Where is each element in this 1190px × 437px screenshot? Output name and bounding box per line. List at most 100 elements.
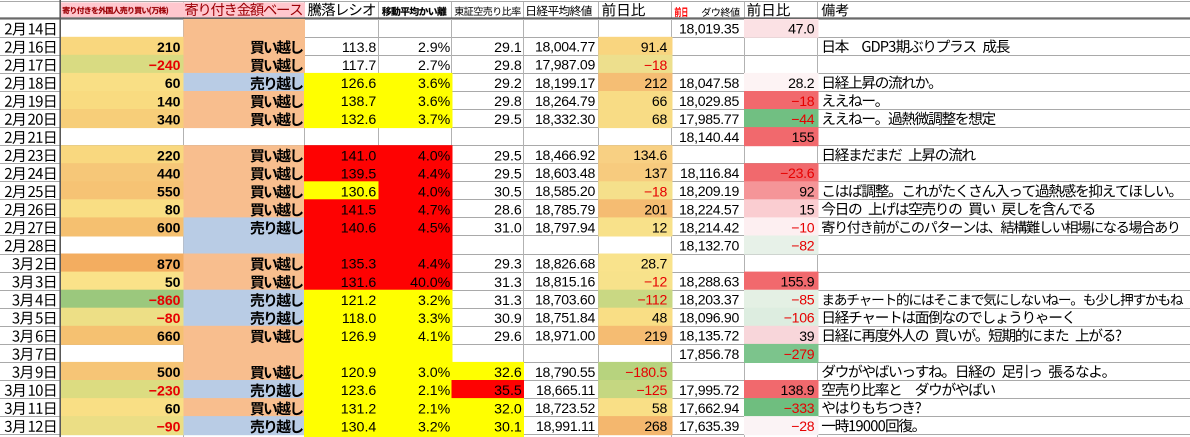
svg-text:18,140.44: 18,140.44 [679, 129, 739, 145]
svg-text:28.6: 28.6 [494, 203, 522, 219]
svg-text:91.4: 91.4 [641, 39, 668, 55]
svg-text:29.1: 29.1 [494, 40, 522, 56]
svg-text:−860: −860 [149, 292, 181, 308]
svg-text:−125: −125 [636, 382, 667, 398]
svg-text:18,288.63: 18,288.63 [679, 274, 739, 290]
svg-text:121.2: 121.2 [341, 293, 377, 309]
svg-text:18,797.94: 18,797.94 [535, 219, 595, 235]
svg-text:29.5: 29.5 [494, 112, 522, 128]
svg-text:40.0%: 40.0% [410, 275, 451, 291]
svg-text:660: 660 [157, 328, 181, 344]
svg-text:18,665.11: 18,665.11 [536, 382, 595, 398]
svg-text:18,703.60: 18,703.60 [535, 292, 595, 308]
svg-text:18,264.79: 18,264.79 [535, 93, 595, 109]
svg-text:−230: −230 [149, 382, 181, 398]
svg-text:113.8: 113.8 [342, 40, 377, 56]
svg-text:550: 550 [157, 184, 181, 200]
svg-text:50: 50 [165, 274, 181, 290]
svg-text:−28: −28 [791, 418, 814, 434]
svg-text:60: 60 [165, 400, 181, 416]
svg-text:131.2: 131.2 [341, 401, 377, 417]
svg-text:18,603.48: 18,603.48 [535, 165, 595, 181]
svg-text:4.4%: 4.4% [418, 257, 451, 273]
svg-text:18,466.92: 18,466.92 [535, 147, 595, 163]
svg-text:3.6%: 3.6% [418, 94, 451, 110]
svg-text:68: 68 [652, 111, 668, 127]
svg-text:137: 137 [644, 165, 667, 181]
svg-text:17,635.39: 17,635.39 [679, 418, 739, 434]
svg-text:30.9: 30.9 [494, 311, 522, 327]
svg-text:120.9: 120.9 [341, 365, 377, 381]
svg-text:2.1%: 2.1% [418, 383, 451, 399]
svg-text:126.9: 126.9 [341, 329, 377, 345]
svg-text:−279: −279 [784, 346, 815, 362]
svg-text:18,029.85: 18,029.85 [679, 93, 739, 109]
svg-text:212: 212 [644, 75, 667, 91]
svg-text:2.9%: 2.9% [418, 40, 451, 56]
svg-text:2.7%: 2.7% [418, 58, 451, 74]
svg-text:18,116.84: 18,116.84 [680, 165, 739, 181]
svg-text:117.7: 117.7 [342, 58, 377, 74]
svg-text:4.7%: 4.7% [418, 203, 451, 219]
svg-text:92: 92 [799, 183, 815, 199]
svg-text:138.7: 138.7 [341, 94, 377, 110]
svg-text:18,019.35: 18,019.35 [679, 21, 739, 37]
svg-text:18,132.70: 18,132.70 [679, 237, 739, 253]
svg-text:29.8: 29.8 [494, 94, 522, 110]
svg-text:18,815.16: 18,815.16 [535, 274, 595, 290]
svg-text:18,785.79: 18,785.79 [535, 201, 595, 217]
svg-text:134.6: 134.6 [633, 147, 667, 163]
svg-text:30.1: 30.1 [494, 419, 522, 435]
svg-text:130.4: 130.4 [341, 419, 377, 435]
svg-text:18,096.90: 18,096.90 [679, 310, 739, 326]
svg-text:29.5: 29.5 [494, 148, 522, 164]
svg-text:28.2: 28.2 [788, 75, 815, 91]
svg-text:3.7%: 3.7% [418, 112, 451, 128]
svg-text:4.1%: 4.1% [418, 329, 451, 345]
svg-text:−23.6: −23.6 [780, 165, 815, 181]
svg-text:132.6: 132.6 [341, 112, 377, 128]
svg-text:141.5: 141.5 [341, 203, 377, 219]
svg-text:17,856.78: 17,856.78 [679, 346, 739, 362]
svg-text:48: 48 [652, 310, 668, 326]
svg-text:−44: −44 [791, 111, 814, 127]
svg-text:4.5%: 4.5% [418, 221, 451, 237]
svg-text:123.6: 123.6 [341, 383, 377, 399]
svg-text:17,985.77: 17,985.77 [679, 111, 739, 127]
svg-text:18,751.84: 18,751.84 [535, 310, 595, 326]
svg-text:219: 219 [644, 328, 667, 344]
svg-text:140.6: 140.6 [341, 221, 377, 237]
svg-text:31.3: 31.3 [494, 293, 522, 309]
svg-text:−112: −112 [638, 292, 668, 308]
svg-text:18,585.20: 18,585.20 [535, 183, 595, 199]
svg-text:2.1%: 2.1% [418, 401, 451, 417]
svg-text:4.4%: 4.4% [418, 166, 451, 182]
svg-text:18,224.57: 18,224.57 [679, 201, 739, 217]
svg-text:17,987.09: 17,987.09 [535, 57, 595, 73]
svg-text:440: 440 [157, 166, 181, 182]
svg-text:17,995.72: 17,995.72 [679, 382, 739, 398]
svg-text:201: 201 [644, 201, 667, 217]
svg-text:500: 500 [157, 364, 181, 380]
svg-text:18,203.37: 18,203.37 [679, 292, 739, 308]
svg-text:139.5: 139.5 [341, 166, 377, 182]
svg-text:−18: −18 [644, 183, 667, 199]
svg-text:47.0: 47.0 [788, 21, 815, 37]
svg-text:340: 340 [157, 111, 181, 127]
svg-text:18,135.72: 18,135.72 [679, 328, 739, 344]
svg-text:3.6%: 3.6% [418, 76, 451, 92]
svg-text:130.6: 130.6 [341, 184, 377, 200]
svg-text:870: 870 [157, 256, 181, 272]
svg-text:3.2%: 3.2% [418, 419, 451, 435]
svg-text:−10: −10 [791, 219, 814, 235]
svg-text:29.2: 29.2 [494, 76, 522, 92]
svg-text:155.9: 155.9 [781, 274, 815, 290]
svg-text:18,209.19: 18,209.19 [679, 183, 739, 199]
svg-text:29.3: 29.3 [494, 257, 522, 273]
svg-text:131.6: 131.6 [341, 275, 377, 291]
svg-text:118.0: 118.0 [342, 311, 377, 327]
svg-text:3.3%: 3.3% [418, 311, 451, 327]
svg-text:18,004.77: 18,004.77 [535, 39, 595, 55]
svg-text:12: 12 [652, 219, 668, 235]
svg-text:29.6: 29.6 [494, 329, 522, 345]
